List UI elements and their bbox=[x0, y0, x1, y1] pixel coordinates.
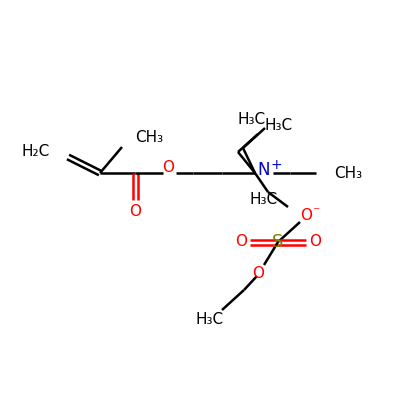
Text: O: O bbox=[252, 266, 264, 280]
Text: CH₃: CH₃ bbox=[334, 166, 362, 180]
Text: O: O bbox=[235, 234, 247, 250]
Text: H₃C: H₃C bbox=[238, 112, 266, 128]
Text: ⁻: ⁻ bbox=[312, 205, 320, 219]
Text: O: O bbox=[309, 234, 321, 250]
Text: H₂C: H₂C bbox=[22, 144, 50, 160]
Text: O: O bbox=[300, 208, 312, 224]
Text: +: + bbox=[270, 158, 282, 172]
Text: CH₃: CH₃ bbox=[135, 130, 163, 146]
Text: S: S bbox=[272, 233, 284, 251]
Text: O: O bbox=[162, 160, 174, 174]
Text: H₃C: H₃C bbox=[196, 312, 224, 328]
Text: O: O bbox=[129, 204, 141, 218]
Text: H₃C: H₃C bbox=[265, 118, 293, 132]
Text: N: N bbox=[257, 161, 270, 179]
Text: H₃C: H₃C bbox=[250, 192, 278, 208]
